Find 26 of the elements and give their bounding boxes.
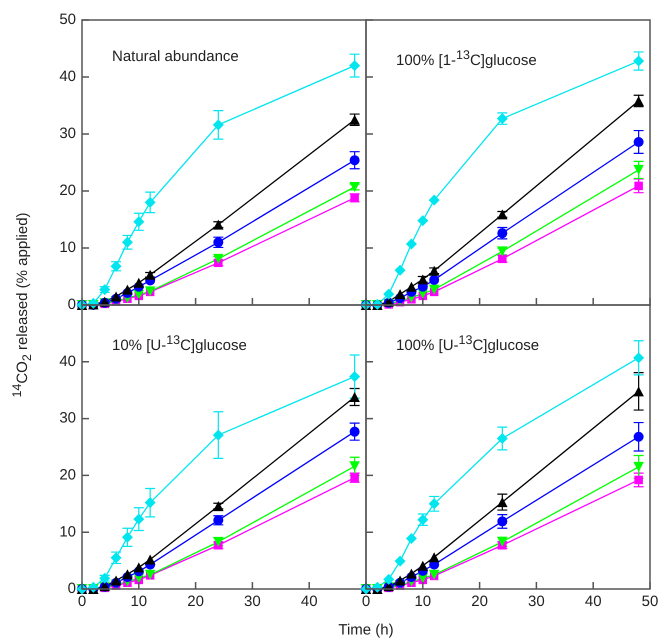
y-tick-label: 10 (59, 523, 76, 540)
text: 10% [U-$^{13}$C]glucose (112, 333, 247, 354)
y-tick-label: 30 (59, 410, 76, 427)
x-tick-label: 30 (244, 593, 261, 610)
y-tick-label: 40 (59, 68, 76, 86)
x-tick-label: 40 (584, 593, 602, 610)
y-tick-label: 50 (59, 11, 76, 28)
x-tick-label: 0 (362, 593, 370, 610)
text: Natural abundance (112, 48, 239, 65)
x-tick-label: 40 (300, 593, 318, 610)
x-tick-label: 20 (187, 593, 204, 610)
y-tick-label: 20 (59, 182, 76, 200)
y-tick-label: 40 (59, 352, 76, 370)
x-tick-label: 10 (414, 593, 432, 610)
y-tick-label: 10 (59, 239, 76, 256)
x-tick-label: 50 (642, 593, 658, 610)
x-tick-label: 30 (528, 593, 545, 610)
x-tick-label: 20 (471, 593, 488, 610)
y-tick-label: 30 (59, 125, 76, 142)
text: 100% [1-$^{13}$C]glucose (396, 48, 537, 69)
y-tick-label: 0 (68, 580, 76, 598)
text: 100% [U-$^{13}$C]glucose (396, 333, 540, 354)
x-tick-label: 10 (130, 593, 148, 610)
y-tick-label: 20 (59, 466, 76, 484)
x-axis-title: Time (h) (338, 622, 394, 638)
y-tick-label: 0 (68, 296, 76, 314)
